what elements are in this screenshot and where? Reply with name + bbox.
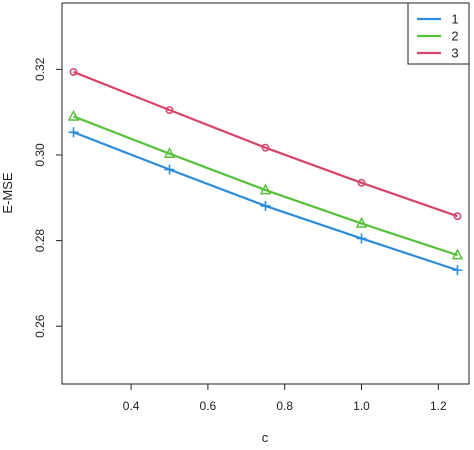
y-tick-label: 0.32 — [33, 57, 47, 81]
series-3 — [69, 67, 462, 221]
legend-item-2: 2 — [417, 29, 459, 44]
data-point-plus — [68, 127, 79, 138]
data-point-circle — [69, 67, 78, 76]
data-point-triangle — [259, 183, 272, 195]
series-1 — [68, 127, 463, 276]
legend-label: 3 — [451, 46, 458, 61]
data-point-triangle — [67, 109, 80, 121]
legend-item-1: 1 — [417, 12, 459, 27]
legend-label: 2 — [451, 29, 458, 44]
y-axis-title: E-MSE — [0, 172, 15, 214]
data-point-triangle — [355, 216, 368, 228]
series-line — [73, 70, 458, 218]
legend-item-3: 3 — [417, 46, 459, 61]
series-line — [73, 115, 458, 257]
x-axis: 0.4 0.6 0.8 1.0 1.2 — [123, 383, 447, 413]
legend-label: 1 — [451, 12, 458, 27]
data-point-circle — [261, 143, 270, 152]
data-point-plus — [260, 200, 271, 211]
data-point-plus — [356, 233, 367, 244]
y-tick-label: 0.26 — [33, 314, 47, 338]
x-tick-label: 0.4 — [123, 399, 140, 413]
data-point-plus — [452, 265, 463, 276]
data-point-circle — [357, 178, 366, 187]
legend-box — [407, 2, 470, 65]
data-point-circle — [165, 106, 174, 114]
series-layer — [67, 67, 464, 276]
legend: 1 2 3 — [407, 2, 470, 65]
y-axis: 0.26 0.28 0.30 0.32 — [33, 57, 63, 338]
x-tick-label: 0.8 — [276, 399, 293, 413]
x-tick-label: 1.0 — [353, 399, 370, 413]
x-tick-label: 0.6 — [200, 399, 217, 413]
x-tick-label: 1.2 — [430, 399, 447, 413]
data-point-plus — [164, 164, 175, 175]
data-point-triangle — [163, 147, 176, 158]
x-axis-title: c — [262, 430, 269, 445]
data-point-circle — [453, 212, 462, 221]
y-tick-label: 0.30 — [33, 143, 47, 167]
y-tick-label: 0.28 — [33, 229, 47, 253]
data-point-triangle — [451, 248, 464, 260]
series-2 — [67, 109, 464, 260]
